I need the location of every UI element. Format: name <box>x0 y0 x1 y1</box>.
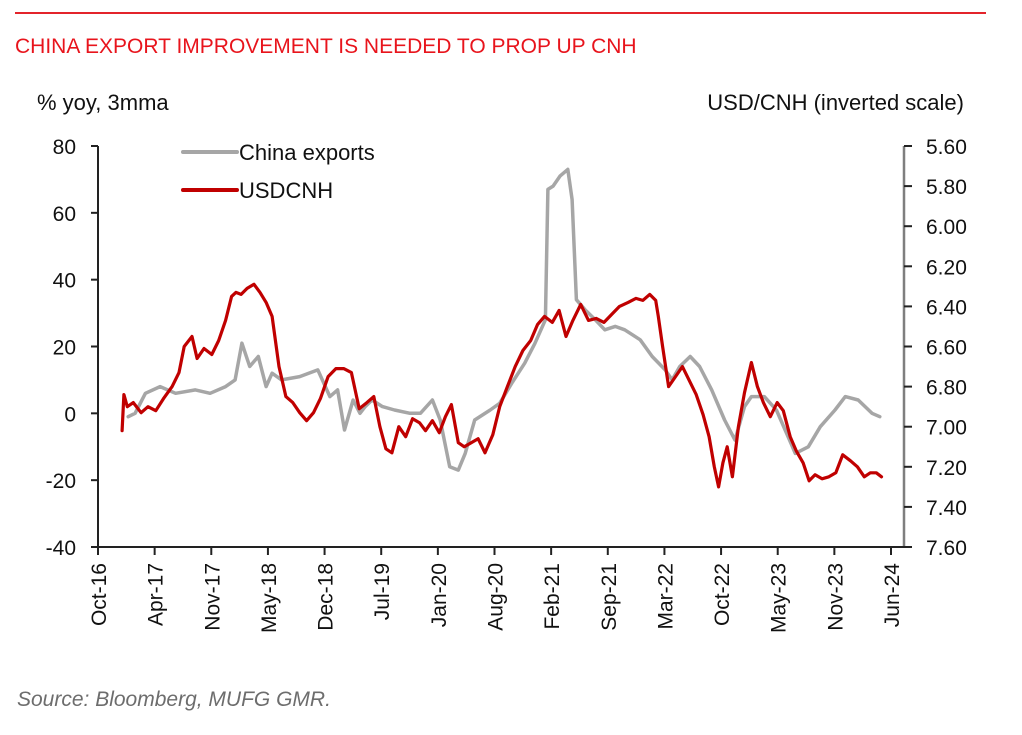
y-right-tick-label: 7.40 <box>926 497 967 520</box>
x-tick-label: Feb-21 <box>541 563 564 630</box>
x-tick-label: Jan-20 <box>428 563 451 627</box>
usdcnh-series-line <box>120 282 884 489</box>
y-left-tick-label: 80 <box>53 136 76 159</box>
x-tick-label: Nov-23 <box>824 563 847 631</box>
x-tick-label: May-23 <box>768 563 791 633</box>
y-right-tick-label: 6.40 <box>926 296 967 319</box>
legend-label: China exports <box>239 140 375 165</box>
y-right-tick-label: 6.00 <box>926 216 967 239</box>
y-right-tick-label: 5.60 <box>926 136 967 159</box>
y-left-tick-label: 0 <box>64 403 76 426</box>
china-exports-series-line <box>126 167 882 472</box>
y-right-tick-label: 6.80 <box>926 377 967 400</box>
y-right-tick-label: 7.20 <box>926 457 967 480</box>
x-tick-label: May-18 <box>258 563 281 633</box>
y-right-tick-label: 6.60 <box>926 337 967 360</box>
x-tick-label: Sep-21 <box>598 563 621 631</box>
x-tick-label: Aug-20 <box>485 563 508 631</box>
x-tick-label: Jul-19 <box>371 563 394 620</box>
x-tick-label: Nov-17 <box>201 563 224 631</box>
x-tick-label: Apr-17 <box>145 563 168 626</box>
source-note: Source: Bloomberg, MUFG GMR. <box>17 688 331 711</box>
x-tick-label: Oct-16 <box>88 563 111 626</box>
y-right-tick-label: 5.80 <box>926 176 967 199</box>
y-axis-right-label: USD/CNH (inverted scale) <box>707 90 964 115</box>
series-group <box>120 167 884 489</box>
y-axis-left-label: % yoy, 3mma <box>37 90 169 115</box>
y-left-tick-label: -40 <box>46 537 76 560</box>
y-right-tick-label: 6.20 <box>926 256 967 279</box>
y-left-tick-label: 20 <box>53 337 76 360</box>
chart-title: CHINA EXPORT IMPROVEMENT IS NEEDED TO PR… <box>15 35 637 58</box>
legend-label: USDCNH <box>239 178 333 203</box>
x-tick-label: Oct-22 <box>711 563 734 626</box>
y-left-tick-label: 60 <box>53 203 76 226</box>
legend: China exports USDCNH <box>181 140 375 203</box>
x-tick-label: Mar-22 <box>654 563 677 630</box>
y-left-tick-label: 40 <box>53 270 76 293</box>
x-tick-label: Jun-24 <box>881 563 904 628</box>
x-tick-label: Dec-18 <box>315 563 338 631</box>
axes-group: 80 60 40 20 0 -20 -40 5.60 5.80 6.00 6.20 6.40 6.60 6… <box>46 136 967 633</box>
y-left-tick-label: -20 <box>46 470 76 493</box>
title-rule <box>15 12 986 14</box>
y-right-tick-label: 7.00 <box>926 417 967 440</box>
y-right-tick-label: 7.60 <box>926 537 967 560</box>
